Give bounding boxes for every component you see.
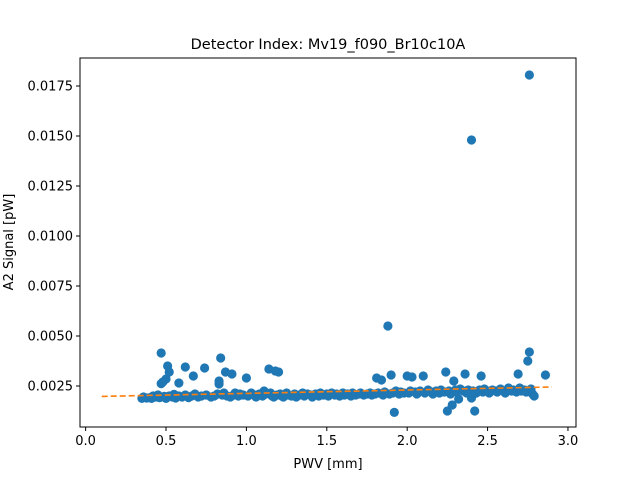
x-tick-label: 2.5 [477,434,498,449]
x-axis: 0.0 0.5 1.0 1.5 2.0 2.5 3.0 [75,427,578,449]
data-point [161,374,171,384]
y-tick-label: 0.0075 [28,280,74,295]
data-point [164,367,174,377]
data-point [441,367,451,377]
data-point [227,369,237,379]
data-point [214,376,224,386]
x-axis-label: PWV [mm] [293,457,362,472]
data-point [389,407,399,417]
data-point [466,135,477,145]
y-tick-label: 0.0125 [28,180,74,195]
data-point [386,370,396,380]
x-tick-label: 0.5 [156,434,177,449]
data-point [460,369,470,379]
data-point [454,394,464,404]
data-point [470,406,480,416]
data-point [540,370,551,380]
data-point [407,372,417,382]
data-point [216,353,226,363]
data-point [180,362,190,372]
data-point [174,378,184,388]
data-point [529,391,539,401]
y-tick-label: 0.0150 [28,130,74,145]
y-tick-label: 0.0100 [28,230,74,245]
data-point [449,376,459,386]
scatter-points [137,70,551,417]
data-point [241,373,252,383]
fit-line-layer [101,386,552,398]
data-point [524,347,534,357]
x-tick-label: 0.0 [75,434,96,449]
y-tick-label: 0.0050 [28,330,74,345]
y-axis: 0.0025 0.0050 0.0075 0.0100 0.0125 0.0150 0.01… [28,80,80,395]
fit-line [101,386,552,398]
data-point [383,321,393,331]
data-point [273,367,284,377]
y-axis-label: A2 Signal [pW] [2,194,17,291]
data-point [188,371,198,381]
data-point [524,70,534,80]
y-tick-label: 0.0025 [28,380,74,395]
data-point [447,400,457,410]
data-point [476,371,486,381]
data-point [200,363,210,373]
data-point [376,375,387,385]
y-tick-label: 0.0175 [28,80,74,95]
x-tick-label: 1.5 [316,434,337,449]
x-tick-label: 2.0 [397,434,418,449]
data-point [418,371,428,381]
data-point [513,369,523,379]
plot-frame [79,57,577,428]
data-point [156,348,166,358]
x-tick-label: 1.0 [236,434,257,449]
data-point [523,356,533,366]
chart-title: Detector Index: Mv19_f090_Br10c10A [191,37,466,53]
x-tick-label: 3.0 [558,434,579,449]
